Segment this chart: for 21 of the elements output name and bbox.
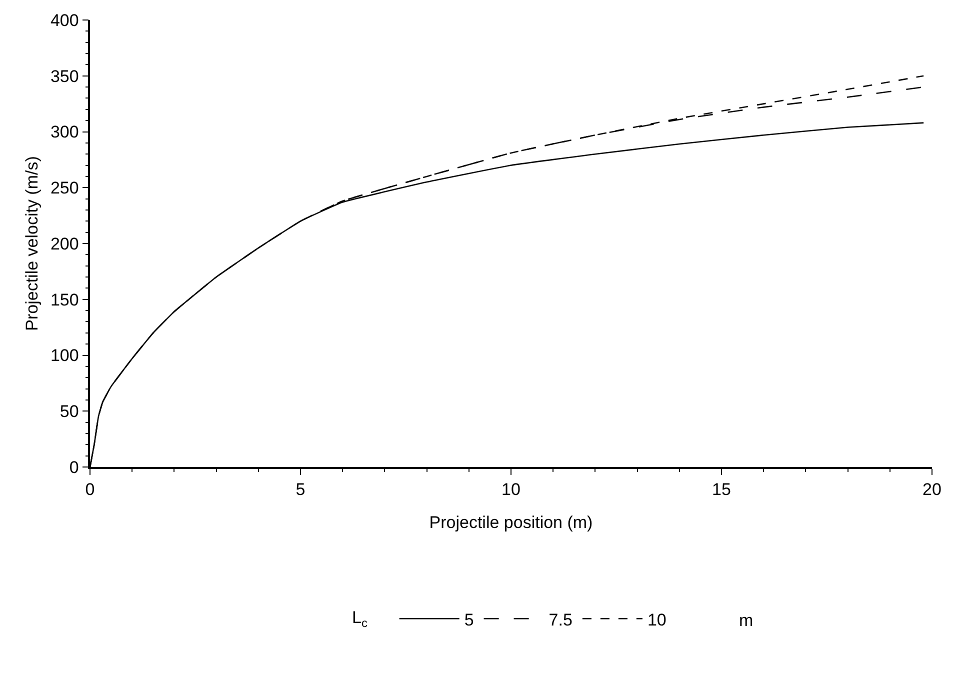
x-tick-label: 0 [85,480,95,500]
y-tick-label: 50 [60,402,79,422]
y-tick-label: 300 [50,122,79,142]
legend-title: L$_{c}$ [352,608,386,630]
y-tick-label: 200 [50,234,79,254]
legend-label: 7.5 [548,610,572,630]
legend-label: 5 [464,610,474,630]
text: m [739,611,754,630]
x-tick-label: 20 [922,480,942,500]
y-tick-label: 100 [50,346,79,366]
x-tick-label: 10 [502,480,520,500]
y-tick-label: 350 [50,66,79,86]
y-tick-label: 250 [50,178,79,198]
y-tick-label: 0 [69,458,79,477]
legend-label: 10 [647,610,666,630]
y-tick-label: 400 [50,10,79,30]
y-axis-title: Projectile velocity (m/s) [22,156,42,331]
x-tick-label: 5 [296,480,306,500]
y-tick-label: 150 [50,290,79,310]
x-axis-title: Projectile position (m) [429,513,593,532]
x-tick-label: 15 [712,480,731,500]
